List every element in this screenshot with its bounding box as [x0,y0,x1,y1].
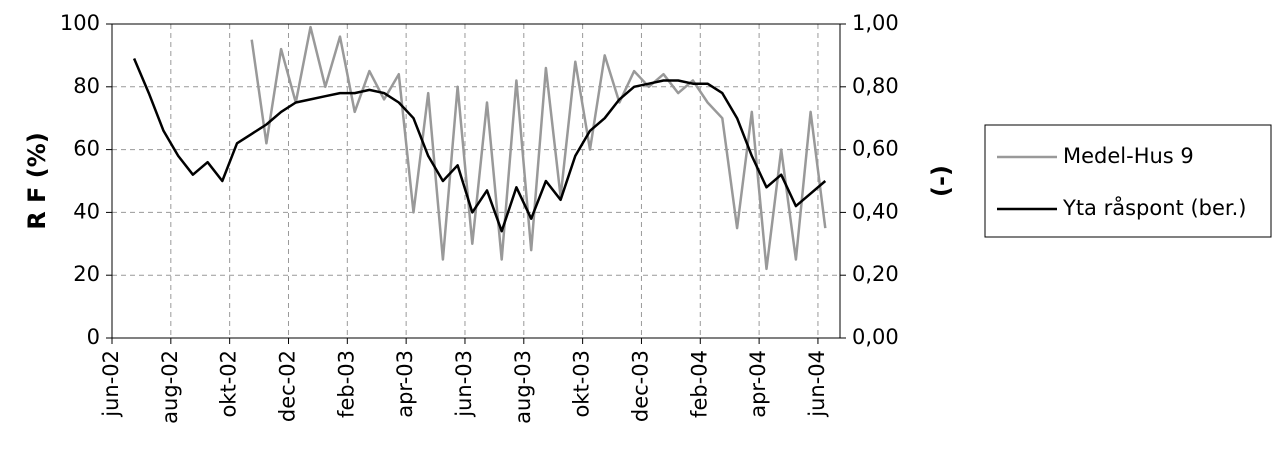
x-tick-label: feb-03 [334,350,358,418]
x-tick-label: okt-03 [570,350,594,418]
y2-tick-label: 0,00 [852,325,899,349]
y-tick-label: 80 [73,74,100,98]
series-line [132,58,827,233]
y2-tick-label: 0,80 [852,74,899,98]
y-tick-label: 20 [73,262,100,286]
y-tick-label: 60 [73,137,100,161]
plot-frame [111,23,841,339]
x-tick-label: aug-02 [158,350,182,424]
x-tick-label: feb-04 [687,350,711,418]
x-tick-label: apr-04 [746,350,770,418]
y2-axis-label: (-) [927,165,955,197]
y-tick-label: 40 [73,199,100,223]
x-tick-label: dec-02 [275,350,299,422]
legend-label: Medel-Hus 9 [1063,144,1194,168]
x-tick-label: okt-02 [217,350,241,418]
y-tick-label: 0 [87,325,100,349]
series-line [250,25,827,271]
x-tick-label: jun-02 [99,350,123,418]
y-tick-label: 100 [60,11,100,35]
x-tick-label: apr-03 [393,350,417,418]
x-tick-label: aug-03 [511,350,535,424]
x-tick-label: jun-04 [805,350,829,418]
legend-box [984,124,1272,238]
y2-tick-label: 0,60 [852,137,899,161]
x-tick-label: jun-03 [452,350,476,418]
y-axis-label: R F (%) [23,132,51,230]
y2-tick-label: 0,40 [852,199,899,223]
y2-tick-label: 0,20 [852,262,899,286]
legend-label: Yta råspont (ber.) [1062,195,1246,220]
x-tick-label: dec-03 [628,350,652,422]
y2-tick-label: 1,00 [852,11,899,35]
